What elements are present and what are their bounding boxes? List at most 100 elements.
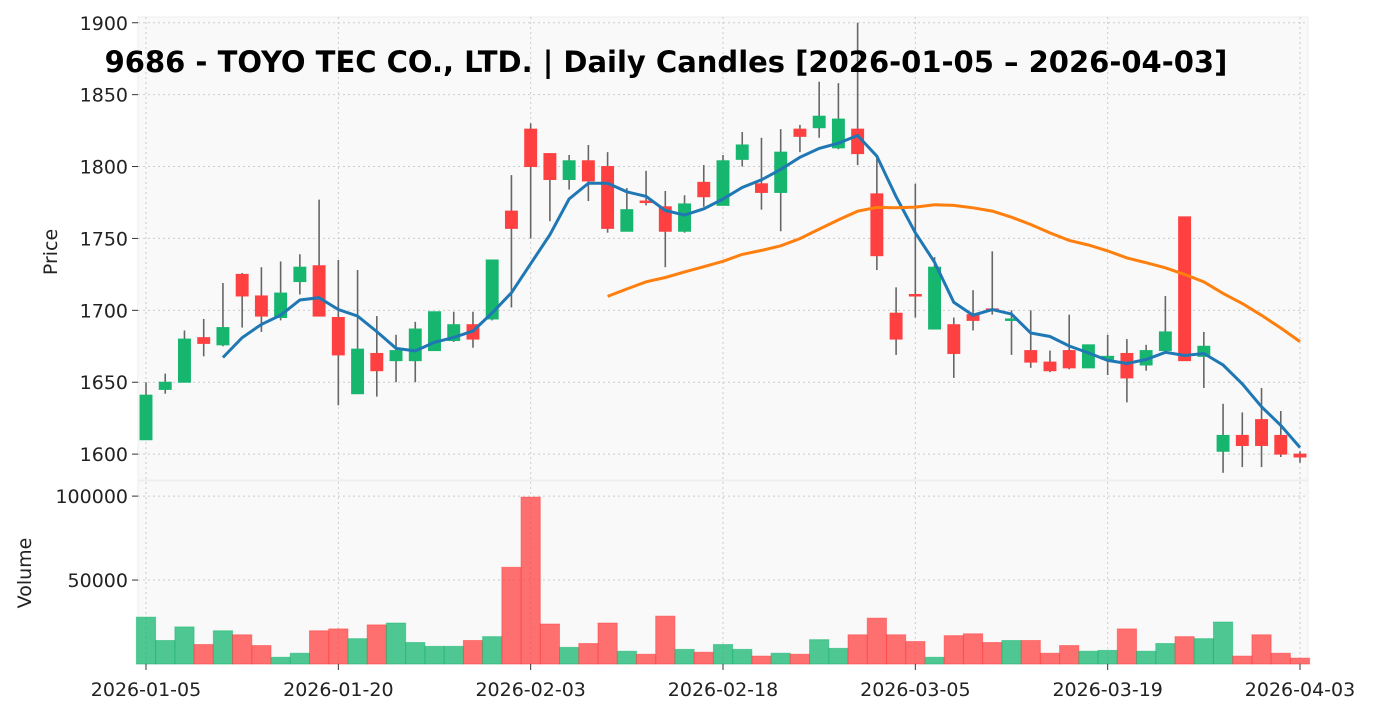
volume-bar	[1251, 634, 1272, 665]
volume-bar	[520, 496, 541, 665]
candle-body	[447, 324, 461, 342]
volume-bar	[212, 630, 234, 665]
volume-bar	[1116, 628, 1138, 665]
candle-body	[235, 273, 249, 297]
volume-bar	[1174, 636, 1195, 665]
candle-body	[254, 295, 268, 317]
x-tick-label: 2026-01-05	[91, 679, 201, 701]
candle-body	[581, 160, 595, 182]
candle-body	[1024, 350, 1038, 363]
volume-bar	[328, 628, 349, 665]
volume-bar	[1078, 650, 1099, 665]
candle-body	[370, 352, 384, 372]
volume-bar	[635, 653, 657, 665]
price-tick-label: 1900	[80, 13, 128, 35]
volume-bar	[751, 655, 772, 665]
volume-tick-label: 50000	[68, 570, 128, 592]
candle-body	[351, 348, 365, 395]
candle-body	[1235, 434, 1249, 446]
candle-body	[870, 193, 884, 257]
price-tick-label: 1750	[80, 228, 128, 250]
candle-body	[293, 266, 307, 283]
candle-body	[928, 266, 942, 330]
volume-bar	[385, 622, 407, 665]
ma25-line	[607, 203, 1301, 343]
candle-body	[601, 166, 615, 229]
candle-body	[1158, 331, 1172, 352]
volume-bar	[424, 645, 445, 665]
candle-body	[274, 292, 288, 319]
candle-body	[620, 209, 634, 232]
volume-bar	[789, 653, 811, 665]
candle-body	[543, 153, 557, 180]
volume-bar	[674, 648, 695, 665]
volume-bar	[1212, 621, 1234, 665]
volume-bar	[809, 639, 830, 665]
candle-body	[1274, 434, 1288, 455]
candle-body	[812, 115, 826, 129]
candle-body	[139, 394, 153, 441]
volume-bar	[443, 645, 464, 665]
candle-body	[389, 350, 403, 362]
candle-body	[1197, 345, 1211, 357]
candle-body	[678, 203, 691, 232]
candle-body	[716, 160, 730, 206]
volume-bar	[866, 617, 887, 665]
volume-bar	[405, 642, 426, 665]
volume-bar	[693, 651, 714, 665]
volume-bar	[366, 624, 387, 665]
price-tick-label: 1600	[80, 444, 128, 466]
candle-body	[331, 317, 345, 356]
ma5-line	[221, 133, 1302, 449]
candle-body	[485, 259, 499, 320]
candle-body	[735, 144, 749, 160]
volume-bar	[462, 639, 484, 665]
volume-bar	[539, 623, 561, 665]
candle-body	[1293, 453, 1307, 458]
volume-bar	[135, 616, 157, 665]
volume-bar	[943, 635, 964, 665]
x-tick-label: 2026-01-20	[283, 679, 393, 701]
volume-bar	[597, 622, 618, 665]
price-tick-label: 1700	[80, 300, 128, 322]
volume-bar	[193, 644, 214, 665]
volume-bar	[847, 634, 868, 665]
candle-body	[697, 181, 711, 198]
candle-body	[793, 128, 807, 137]
volume-bar	[616, 650, 637, 665]
volume-bar	[1155, 643, 1176, 665]
candle-body	[1216, 434, 1230, 452]
volume-bar	[982, 642, 1003, 665]
volume-bar	[559, 646, 580, 665]
volume-bar	[1059, 645, 1080, 665]
volume-bar	[924, 656, 945, 665]
candle-body	[1081, 344, 1095, 369]
volume-bar	[1001, 639, 1022, 665]
volume-bar	[962, 633, 984, 665]
candle-body	[504, 210, 518, 229]
candle-body	[158, 381, 172, 390]
volume-bar	[905, 641, 926, 665]
volume-bar	[885, 634, 907, 665]
candle-body	[831, 118, 845, 149]
candle-body	[197, 337, 211, 344]
volume-bar	[1270, 652, 1291, 665]
volume-bar	[155, 639, 176, 665]
candle-body	[312, 265, 326, 317]
chart-title: 9686 - TOYO TEC CO., LTD. | Daily Candle…	[105, 45, 1228, 79]
candle-body	[1043, 361, 1057, 372]
price-axis-label: Price	[40, 229, 62, 275]
candle-body	[524, 128, 538, 168]
volume-bar	[347, 638, 368, 665]
candle-body	[1120, 352, 1134, 379]
volume-bar	[1097, 649, 1118, 665]
price-tick-label: 1850	[80, 85, 128, 107]
volume-bar	[251, 645, 272, 665]
volume-bar	[1039, 652, 1061, 665]
volume-tick-label: 100000	[55, 486, 128, 508]
x-tick-label: 2026-03-19	[1052, 679, 1162, 701]
x-tick-label: 2026-03-05	[860, 679, 970, 701]
volume-bar	[232, 634, 253, 665]
volume-bar	[828, 647, 849, 665]
